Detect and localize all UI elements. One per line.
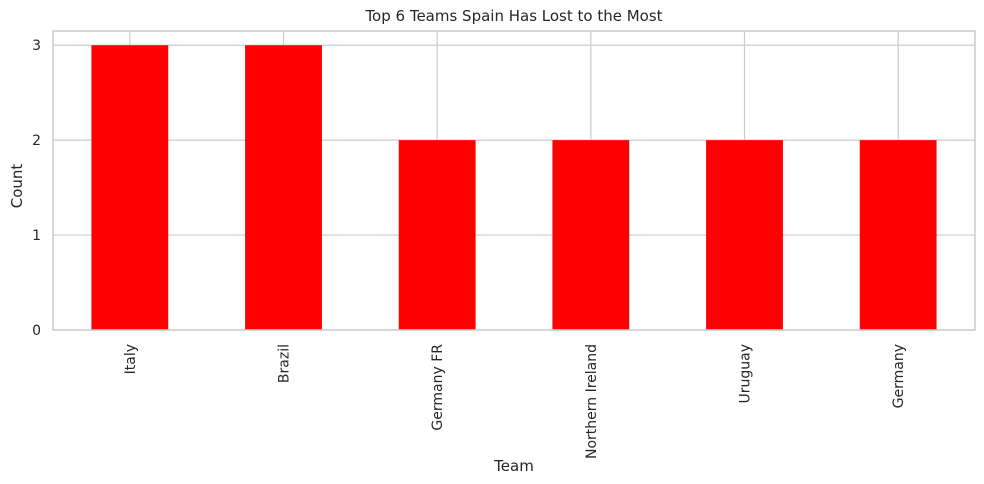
x-tick-label: Germany FR bbox=[430, 344, 446, 431]
grid bbox=[53, 31, 975, 331]
plot-frame bbox=[52, 30, 976, 331]
x-tick-label: Germany bbox=[891, 344, 907, 408]
x-tick-label: Italy bbox=[123, 344, 139, 374]
y-axis-ticks: 0 1 2 3 bbox=[32, 38, 41, 339]
x-tick-label: Brazil bbox=[277, 344, 293, 383]
y-tick-label: 2 bbox=[32, 133, 41, 149]
chart-title: Top 6 Teams Spain Has Lost to the Most bbox=[364, 7, 662, 25]
y-axis-label: Count bbox=[8, 164, 26, 209]
y-tick-label: 1 bbox=[32, 228, 41, 244]
bar-italy bbox=[91, 45, 169, 330]
bar-northern-ireland bbox=[552, 140, 630, 330]
bar-germany bbox=[859, 140, 937, 330]
x-axis-label: Team bbox=[493, 457, 534, 475]
bars bbox=[91, 45, 937, 330]
x-tick-label: Uruguay bbox=[738, 344, 754, 404]
bar-uruguay bbox=[706, 140, 783, 330]
bar-brazil bbox=[245, 45, 322, 330]
y-tick-label: 0 bbox=[32, 323, 41, 339]
x-axis-ticks: Italy Brazil Germany FR Northern Ireland Uru… bbox=[123, 344, 907, 459]
y-tick-label: 3 bbox=[32, 38, 41, 54]
bar-germany-fr bbox=[398, 140, 476, 330]
x-tick-label: Northern Ireland bbox=[584, 344, 600, 459]
